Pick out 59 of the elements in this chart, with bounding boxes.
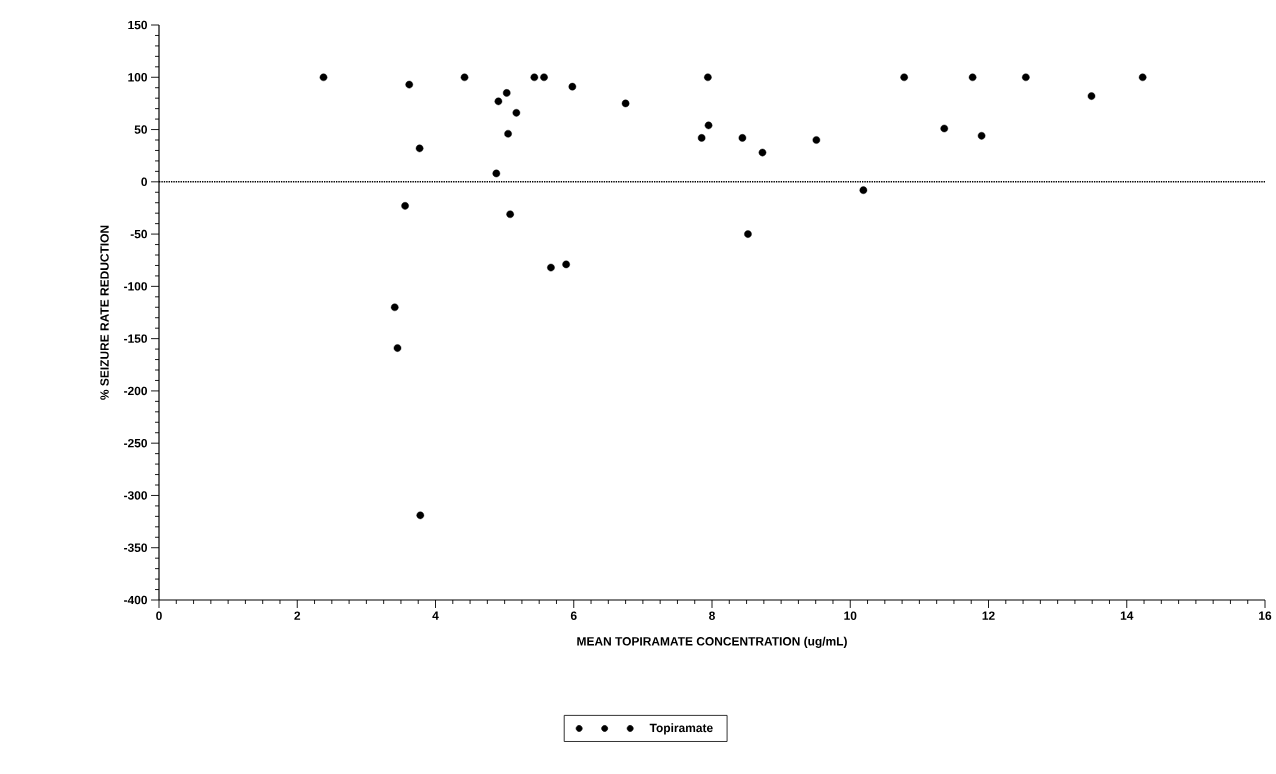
point [704, 73, 712, 82]
y-tick-label: -200 [124, 386, 148, 396]
x-tick-label: 0 [156, 611, 162, 620]
y-tick-label: -350 [124, 543, 148, 552]
point [738, 134, 747, 142]
y-tick-label: -400 [124, 595, 148, 605]
x-tick-label: 8 [709, 611, 715, 620]
y-tick-label: -150 [124, 334, 148, 343]
legend-label: Topiramate [649, 723, 713, 735]
point [1022, 73, 1030, 82]
point [415, 144, 424, 153]
point [460, 73, 469, 82]
point [393, 344, 402, 352]
point [547, 263, 555, 272]
point [744, 230, 752, 238]
x-tick-label: 6 [570, 611, 577, 620]
point [900, 73, 908, 82]
point [568, 82, 577, 91]
x-tick-label: 4 [432, 611, 439, 620]
y-tick-label: 50 [134, 125, 148, 134]
point [416, 511, 425, 520]
point [1138, 73, 1147, 82]
y-tick-label: 150 [128, 20, 148, 30]
point [504, 129, 512, 138]
point [492, 169, 501, 178]
y-tick-label: -100 [124, 282, 148, 291]
y-tick-label: -250 [124, 438, 148, 448]
point [506, 210, 514, 219]
point [812, 136, 821, 144]
y-tick-label: 0 [141, 177, 148, 187]
point [968, 73, 977, 82]
x-axis-title: MEAN TOPIRAMATE CONCENTRATION (ug/mL) [577, 636, 847, 648]
point [940, 124, 949, 133]
x-tick-label: 10 [844, 611, 857, 620]
point [697, 134, 706, 142]
point [530, 73, 539, 82]
y-axis-title: % SEIZURE RATE REDUCTION [100, 225, 109, 400]
point [540, 73, 548, 82]
point [390, 303, 399, 312]
point [977, 132, 986, 140]
point [494, 97, 503, 106]
point [401, 202, 409, 210]
point [562, 260, 570, 269]
x-tick-label: 2 [294, 611, 301, 620]
x-tick-label: 12 [982, 611, 995, 620]
point [512, 109, 521, 117]
point [704, 121, 713, 130]
y-tick-label: 100 [128, 73, 148, 82]
point [1087, 92, 1096, 100]
point [859, 186, 868, 194]
point [758, 148, 767, 157]
point [405, 80, 414, 89]
x-tick-label: 16 [1259, 611, 1272, 620]
point [621, 99, 630, 108]
y-tick-label: -50 [130, 229, 148, 239]
point [319, 73, 328, 82]
x-tick-label: 14 [1120, 611, 1134, 620]
y-tick-label: -300 [124, 491, 148, 500]
point [502, 89, 511, 97]
